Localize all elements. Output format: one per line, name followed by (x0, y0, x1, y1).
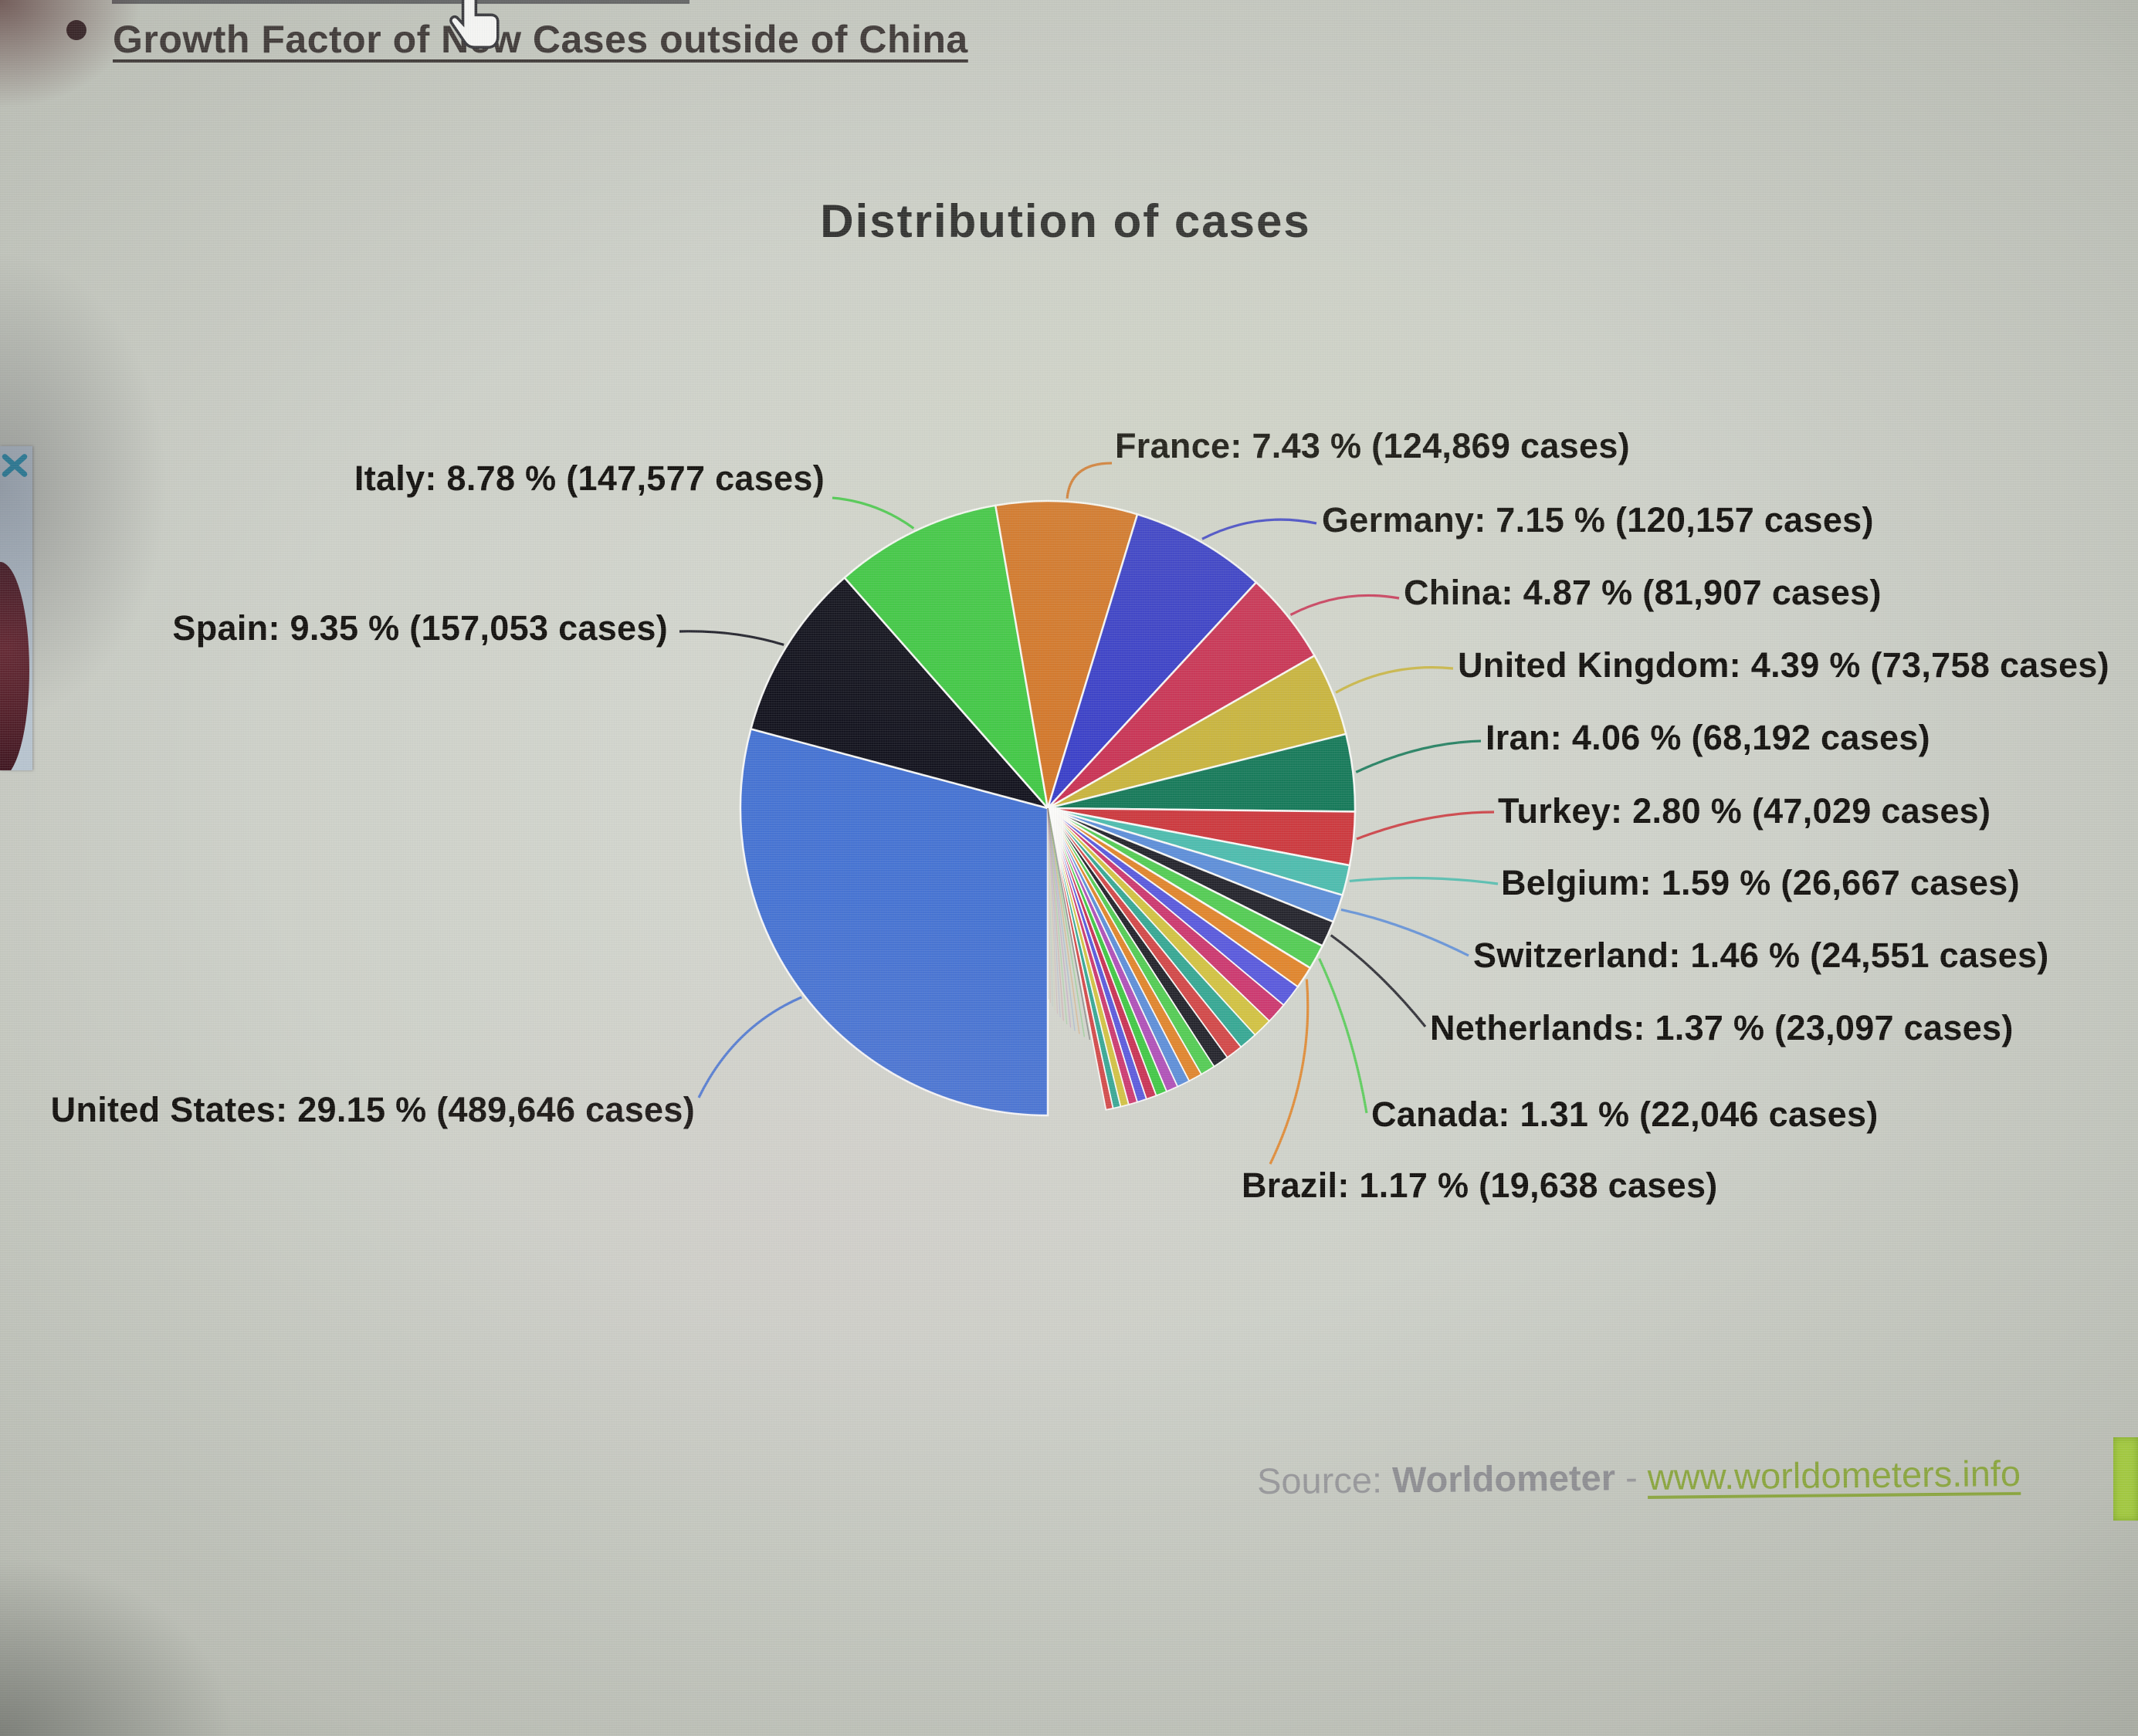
pie-label-united-kingdom: United Kingdom: 4.39 % (73,758 cases) (1458, 645, 2109, 685)
leader-line-switzerland (1340, 908, 1469, 957)
leader-line-united-states (697, 996, 802, 1098)
leader-line-turkey (1356, 810, 1495, 841)
leader-line-canada (1318, 958, 1368, 1114)
close-x-icon[interactable] (2, 452, 28, 479)
left-edge-thumbnail[interactable] (0, 446, 32, 770)
leader-line-netherlands (1330, 934, 1427, 1028)
leader-line-china (1289, 594, 1400, 616)
source-prefix: Source: (1256, 1459, 1393, 1502)
pie-label-brazil: Brazil: 1.17 % (19,638 cases) (1242, 1166, 1718, 1205)
leader-line-italy (832, 496, 915, 530)
leader-line-spain (679, 630, 784, 646)
pie-label-turkey: Turkey: 2.80 % (47,029 cases) (1498, 791, 1991, 831)
source-separator: - (1615, 1456, 1648, 1498)
pie-label-spain: Spain: 9.35 % (157,053 cases) (172, 608, 668, 648)
pie-label-italy: Italy: 8.78 % (147,577 cases) (354, 459, 825, 498)
pie-label-germany: Germany: 7.15 % (120,157 cases) (1322, 500, 1874, 540)
leader-line-united-kingdom (1335, 666, 1454, 694)
leader-line-belgium (1349, 876, 1499, 885)
pie-label-china: China: 4.87 % (81,907 cases) (1404, 573, 1882, 612)
worldometers-link[interactable]: www.worldometers.info (1647, 1452, 2021, 1497)
thumbnail-image-fragment (0, 562, 29, 770)
leader-line-france (1066, 462, 1113, 499)
pie-label-france: France: 7.43 % (124,869 cases) (1115, 426, 1630, 465)
source-line: Source: Worldometer - www.worldometers.i… (1257, 1452, 2021, 1502)
source-brand: Worldometer (1391, 1457, 1616, 1501)
right-edge-green-bar (2113, 1437, 2138, 1521)
pie-label-switzerland: Switzerland: 1.46 % (24,551 cases) (1473, 936, 2049, 975)
leader-line-germany (1201, 518, 1317, 540)
leader-line-iran (1355, 739, 1482, 773)
pie-label-united-states: United States: 29.15 % (489,646 cases) (50, 1090, 695, 1129)
pie-label-belgium: Belgium: 1.59 % (26,667 cases) (1501, 863, 2020, 902)
hand-cursor-icon (449, 0, 500, 49)
pie-label-iran: Iran: 4.06 % (68,192 cases) (1486, 718, 1930, 757)
pie-label-netherlands: Netherlands: 1.37 % (23,097 cases) (1430, 1008, 2014, 1047)
pie-label-canada: Canada: 1.31 % (22,046 cases) (1371, 1095, 1879, 1134)
